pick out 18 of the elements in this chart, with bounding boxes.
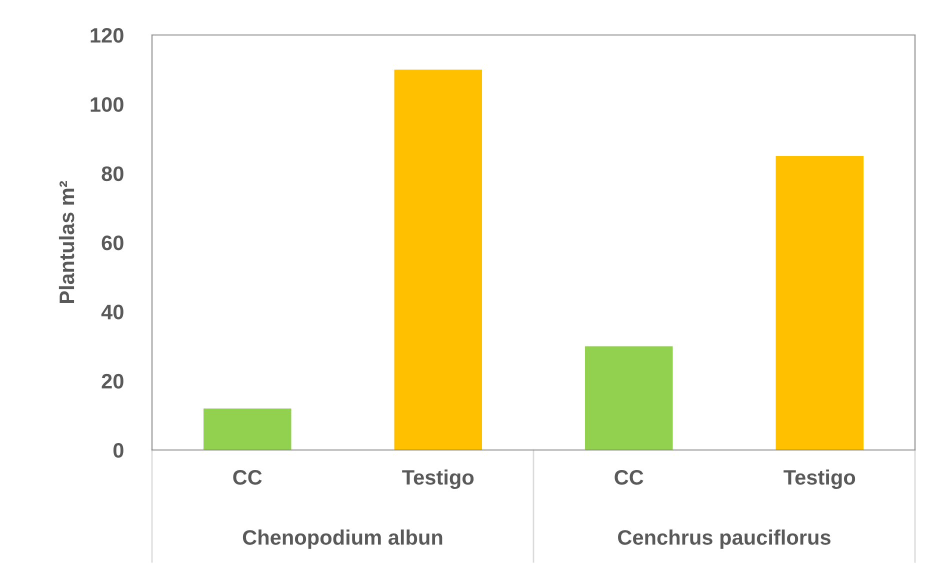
text: Cenchrus pauciflorus <box>618 530 830 549</box>
y-axis-title: Plantulas m² <box>58 181 74 304</box>
bar <box>204 408 292 450</box>
bar <box>394 70 482 450</box>
y-tick-label: 80 <box>102 166 124 182</box>
x-tick-label: CC <box>614 470 644 485</box>
y-tick-label: 120 <box>90 28 124 43</box>
y-tick-label: 100 <box>90 97 124 112</box>
bar <box>585 346 673 450</box>
y-tick-label: 20 <box>102 374 124 389</box>
x-tick-label: Testigo <box>784 469 856 489</box>
y-tick-label: 60 <box>102 236 124 250</box>
y-tick-label: 0 <box>113 443 124 458</box>
bar <box>776 156 864 450</box>
text: Chenopodium albun <box>242 530 442 549</box>
x-tick-label: CC <box>233 470 262 485</box>
y-tick-label: 40 <box>101 304 124 320</box>
x-tick-label: Testigo <box>402 469 474 489</box>
